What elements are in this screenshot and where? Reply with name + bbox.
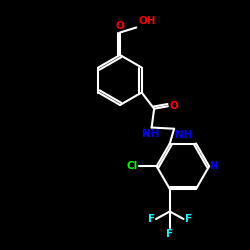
Text: NH: NH: [176, 130, 193, 140]
Text: NH: NH: [142, 129, 159, 139]
Text: F: F: [185, 214, 192, 224]
Text: O: O: [169, 101, 178, 111]
Text: F: F: [166, 229, 173, 239]
Text: OH: OH: [139, 16, 156, 26]
Text: O: O: [116, 21, 124, 31]
Text: N: N: [210, 161, 219, 171]
Text: F: F: [148, 214, 155, 224]
Text: Cl: Cl: [127, 161, 138, 171]
